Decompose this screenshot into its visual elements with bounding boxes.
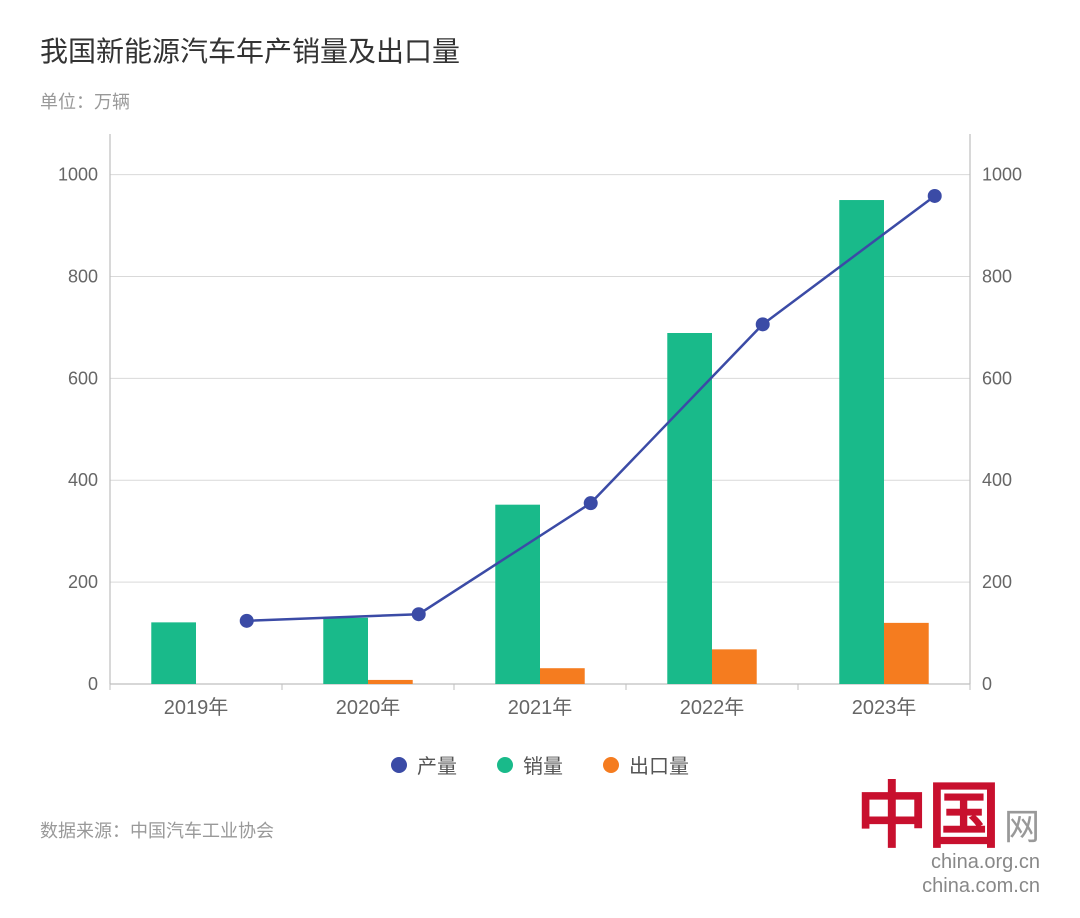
bar-exports bbox=[884, 623, 929, 684]
line-production bbox=[247, 196, 935, 621]
bar-exports bbox=[712, 649, 757, 684]
legend-label-exports: 出口量 bbox=[629, 750, 689, 779]
bar-sales bbox=[839, 200, 884, 684]
svg-text:800: 800 bbox=[982, 266, 1012, 286]
legend-label-production: 产量 bbox=[417, 750, 457, 779]
marker-production bbox=[240, 614, 254, 628]
svg-text:600: 600 bbox=[68, 368, 98, 388]
svg-text:400: 400 bbox=[982, 470, 1012, 490]
watermark-logo-sub: 网 bbox=[1004, 798, 1040, 850]
bar-exports bbox=[540, 668, 585, 684]
svg-text:2023年: 2023年 bbox=[852, 696, 917, 719]
bar-sales bbox=[495, 505, 540, 684]
legend-label-sales: 销量 bbox=[523, 750, 563, 779]
legend-dot-production bbox=[391, 757, 407, 773]
svg-text:2019年: 2019年 bbox=[164, 696, 229, 719]
marker-production bbox=[756, 317, 770, 331]
svg-text:0: 0 bbox=[88, 674, 98, 694]
svg-text:200: 200 bbox=[68, 572, 98, 592]
chart-area: 0 0 200 200 400 400 600 600 800 800 1000 1000 2019年 2… bbox=[40, 134, 1040, 734]
chart-svg: 0 0 200 200 400 400 600 600 800 800 1000 1000 2019年 2… bbox=[40, 134, 1040, 734]
legend-dot-sales bbox=[497, 757, 513, 773]
bar-sales bbox=[151, 622, 196, 684]
svg-text:200: 200 bbox=[982, 572, 1012, 592]
watermark-logo: 中国 bbox=[856, 777, 1000, 857]
svg-text:800: 800 bbox=[68, 266, 98, 286]
legend-item-exports: 出口量 bbox=[603, 750, 689, 779]
marker-production bbox=[412, 607, 426, 621]
svg-text:400: 400 bbox=[68, 470, 98, 490]
svg-text:0: 0 bbox=[982, 674, 992, 694]
bar-exports bbox=[368, 680, 413, 684]
chart-subtitle: 单位：万辆 bbox=[40, 88, 1040, 114]
svg-text:1000: 1000 bbox=[58, 165, 98, 185]
chart-title: 我国新能源汽车年产销量及出口量 bbox=[40, 30, 1040, 70]
legend-item-production: 产量 bbox=[391, 750, 457, 779]
marker-production bbox=[584, 496, 598, 510]
svg-text:1000: 1000 bbox=[982, 165, 1022, 185]
marker-production bbox=[928, 189, 942, 203]
svg-text:2022年: 2022年 bbox=[680, 696, 745, 719]
legend: 产量 销量 出口量 bbox=[40, 750, 1040, 779]
svg-text:2020年: 2020年 bbox=[336, 696, 401, 719]
watermark: 中国网 china.org.cn china.com.cn bbox=[856, 785, 1040, 898]
svg-text:2021年: 2021年 bbox=[508, 696, 573, 719]
legend-item-sales: 销量 bbox=[497, 750, 563, 779]
svg-text:600: 600 bbox=[982, 368, 1012, 388]
watermark-url-2: china.com.cn bbox=[856, 874, 1040, 898]
legend-dot-exports bbox=[603, 757, 619, 773]
bar-sales bbox=[323, 618, 368, 684]
